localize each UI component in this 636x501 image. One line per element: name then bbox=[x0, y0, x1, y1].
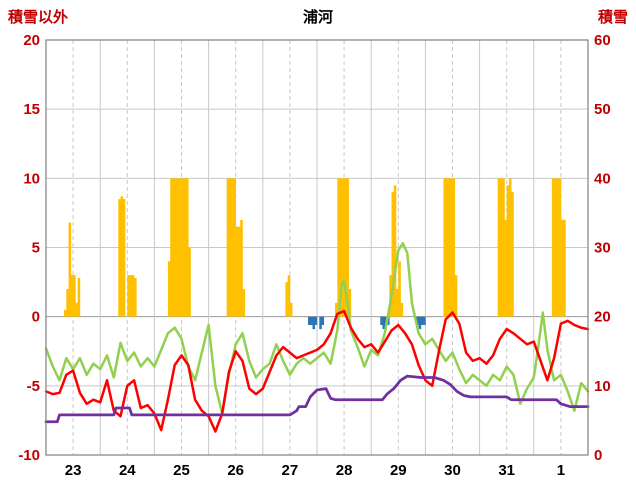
chart-title: 浦河 bbox=[302, 9, 333, 26]
svg-text:60: 60 bbox=[594, 32, 611, 49]
svg-text:29: 29 bbox=[390, 462, 407, 479]
svg-text:15: 15 bbox=[23, 101, 40, 118]
svg-text:24: 24 bbox=[119, 462, 136, 479]
svg-text:31: 31 bbox=[498, 462, 515, 479]
svg-text:25: 25 bbox=[173, 462, 190, 479]
svg-text:5: 5 bbox=[32, 240, 40, 257]
right-axis-title: 積雪 bbox=[597, 9, 628, 26]
svg-text:30: 30 bbox=[444, 462, 461, 479]
svg-text:-5: -5 bbox=[27, 378, 40, 395]
svg-text:10: 10 bbox=[23, 170, 40, 187]
x-axis-day-labels: 23 24 25 26 27 28 29 30 31 1 bbox=[65, 462, 565, 479]
svg-text:30: 30 bbox=[594, 240, 611, 257]
svg-text:10: 10 bbox=[594, 378, 611, 395]
svg-text:50: 50 bbox=[594, 101, 611, 118]
svg-text:27: 27 bbox=[282, 462, 299, 479]
green-line bbox=[44, 242, 590, 415]
svg-text:0: 0 bbox=[32, 309, 40, 326]
svg-text:40: 40 bbox=[594, 170, 611, 187]
svg-text:26: 26 bbox=[227, 462, 244, 479]
svg-text:1: 1 bbox=[557, 462, 565, 479]
left-axis-tick-labels: 20 15 10 5 0 -5 -10 bbox=[18, 32, 40, 464]
right-axis-tick-labels: 60 50 40 30 20 10 0 bbox=[594, 32, 611, 464]
purple-line bbox=[44, 374, 590, 424]
orange-bars bbox=[64, 178, 566, 317]
svg-text:0: 0 bbox=[594, 447, 602, 464]
svg-text:-10: -10 bbox=[18, 447, 40, 464]
plot-frame bbox=[45, 39, 589, 456]
red-line bbox=[44, 309, 590, 433]
svg-text:23: 23 bbox=[65, 462, 82, 479]
svg-text:20: 20 bbox=[23, 32, 40, 49]
blue-bars bbox=[307, 316, 426, 330]
left-axis-title: 積雪以外 bbox=[8, 9, 69, 26]
svg-text:20: 20 bbox=[594, 309, 611, 326]
svg-text:28: 28 bbox=[336, 462, 353, 479]
